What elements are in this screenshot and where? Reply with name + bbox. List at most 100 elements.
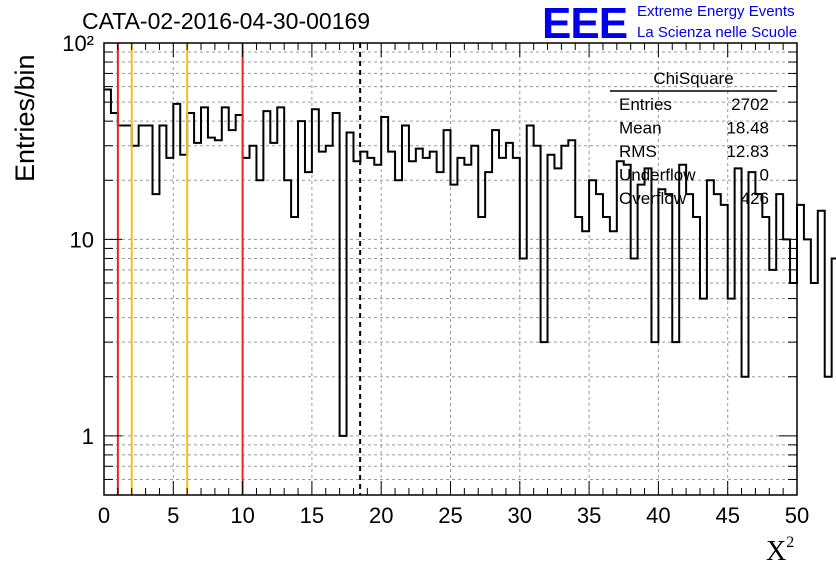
histogram-bin (409, 161, 416, 495)
histogram-bin (263, 111, 270, 495)
histogram-bin (381, 117, 388, 495)
histogram-bin (721, 205, 728, 495)
histogram-bin (437, 172, 444, 495)
histogram-bin (665, 194, 672, 495)
histogram-bin (693, 217, 700, 495)
stats-label: Entries (619, 95, 672, 114)
x-tick-label: 25 (438, 503, 462, 528)
histogram-bin (146, 126, 153, 495)
histogram-bin (180, 155, 187, 495)
histogram-bin (402, 126, 409, 495)
histogram-bin (755, 194, 762, 495)
histogram-bin (596, 194, 603, 495)
stats-value: 0 (760, 166, 769, 185)
histogram-bin (790, 283, 797, 495)
x-tick-label: 5 (167, 503, 179, 528)
histogram-bin (208, 138, 215, 495)
stats-value: 2702 (731, 95, 769, 114)
stats-value: 426 (741, 189, 769, 208)
histogram-bin (617, 161, 624, 495)
histogram-bin (374, 165, 381, 495)
histogram-bin (319, 152, 326, 495)
histogram-bin (222, 107, 229, 495)
histogram-bin (541, 342, 548, 495)
histogram-bin (111, 113, 118, 495)
histogram-bin (686, 194, 693, 495)
histogram-bin (423, 158, 430, 495)
histogram-bin (735, 168, 742, 495)
histogram-bin (395, 180, 402, 495)
stats-title: ChiSquare (653, 69, 733, 88)
histogram-bin (457, 158, 464, 495)
eee-logo: EEE (542, 0, 628, 48)
histogram-bin (340, 436, 347, 495)
histogram-bin (561, 146, 568, 495)
histogram-bin (326, 146, 333, 495)
histogram-bin (825, 377, 832, 495)
histogram-bin (610, 231, 617, 495)
x-tick-label: 20 (369, 503, 393, 528)
histogram-bin (513, 158, 520, 495)
histogram-bin (277, 107, 284, 495)
histogram-bin (762, 217, 769, 495)
histogram-bin (520, 258, 527, 495)
x-tick-label: 35 (577, 503, 601, 528)
histogram-bin (658, 189, 665, 495)
histogram-bin (284, 180, 291, 495)
x-tick-label: 10 (230, 503, 254, 528)
y-tick-label: 10² (62, 31, 94, 56)
x-tick-label: 50 (785, 503, 809, 528)
histogram-bin (804, 239, 811, 495)
histogram-bin (173, 104, 180, 495)
histogram-bin (187, 113, 194, 495)
histogram-bin (298, 121, 305, 495)
histogram-bin (548, 155, 555, 495)
histogram-bin (333, 113, 340, 495)
logo-subtitle-2: La Scienza nelle Scuole (637, 24, 798, 41)
logo-subtitle-1: Extreme Energy Events (637, 3, 795, 20)
y-tick-label: 10 (70, 227, 94, 252)
histogram-bin (714, 194, 721, 495)
histogram-bin (506, 143, 513, 495)
histogram-bin (645, 168, 652, 495)
histogram-bin (568, 140, 575, 495)
histogram-bin (194, 143, 201, 495)
stats-label: RMS (619, 142, 657, 161)
histogram-bin (132, 146, 139, 495)
histogram-bin (201, 107, 208, 495)
histogram-bin (159, 126, 166, 495)
stats-label: Underflow (619, 166, 696, 185)
histogram-bin (291, 217, 298, 495)
x-axis-label: X2 (766, 534, 795, 567)
histogram-bin (367, 158, 374, 495)
histogram-bin (728, 299, 735, 495)
histogram-bin (534, 146, 541, 495)
histogram-bin (589, 180, 596, 495)
histogram-bin (478, 217, 485, 495)
histogram-bin (575, 217, 582, 495)
histogram-bin (748, 172, 755, 495)
histogram-bin (679, 165, 686, 495)
histogram-bin (166, 158, 173, 495)
histogram-bin (769, 270, 776, 495)
histogram-bin (527, 126, 534, 495)
histogram-bin (603, 217, 610, 495)
histogram-bin (153, 194, 160, 495)
stats-label: Mean (619, 119, 662, 138)
x-tick-label: 40 (646, 503, 670, 528)
histogram-bin (783, 239, 790, 495)
histogram-bin (811, 283, 818, 495)
histogram-bin (229, 130, 236, 495)
x-tick-label: 15 (300, 503, 324, 528)
x-tick-label: 30 (508, 503, 532, 528)
histogram-bin (236, 115, 243, 495)
histogram-bin (104, 89, 111, 495)
histogram-bin (554, 168, 561, 495)
stats-value: 12.83 (726, 142, 769, 161)
histogram-bin (125, 126, 132, 495)
histogram-bin (464, 165, 471, 495)
histogram-bin (707, 180, 714, 495)
x-tick-label: 45 (715, 503, 739, 528)
histogram-bin (416, 149, 423, 495)
histogram-bin (797, 205, 804, 495)
